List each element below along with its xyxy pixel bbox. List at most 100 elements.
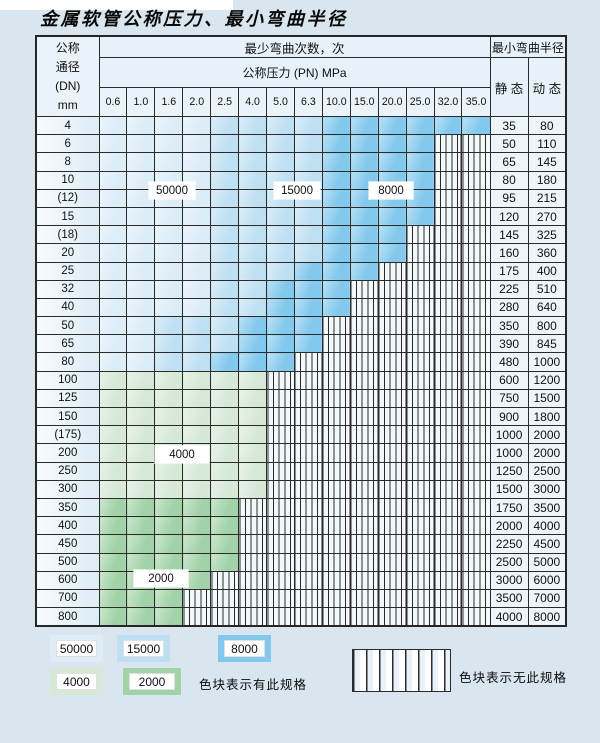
spec-cell-4000 [98,443,128,463]
spec-table-wrap: 公称 通径 (DN) mm 最少弯曲次数，次 最小弯曲半径 公称压力 (PN) … [35,35,568,628]
dynamic-value: 3000 [527,479,567,499]
no-spec-cell [461,406,491,427]
spec-cell-2000 [154,552,184,572]
no-spec-cell [433,316,463,336]
spec-cell-50000 [98,352,128,372]
no-spec-cell [349,607,379,627]
spec-cell-8000 [377,134,407,154]
spec-cell-15000 [182,334,212,354]
spec-cell-2000 [98,607,128,627]
no-spec-cell [433,406,463,427]
no-spec-cell [266,388,295,409]
spec-cell-8000 [266,316,295,336]
pressure-header-25.0: 25.0 [405,87,435,117]
static-value: 50 [489,134,529,154]
static-value: 900 [489,406,529,427]
no-spec-cell [461,134,491,154]
spec-cell-8000 [293,316,323,336]
table-row-dn-200: 200 1000 2000 [35,443,567,463]
no-spec-cell [377,406,407,427]
spec-cell-2000 [182,570,212,590]
no-spec-cell [293,370,323,390]
no-spec-cell [405,370,435,390]
dn-label: 150 [35,406,100,427]
no-spec-cell [349,516,379,536]
static-value: 350 [489,316,529,336]
no-spec-cell [349,334,379,354]
spec-cell-8000 [433,115,463,136]
dynamic-value: 2000 [527,443,567,463]
static-value: 175 [489,261,529,281]
no-spec-cell [293,607,323,627]
no-spec-cell [321,497,351,518]
header-dn-line3: (DN) [55,78,81,93]
spec-cell-4000 [210,479,240,499]
static-value: 95 [489,188,529,208]
spec-cell-50000 [182,279,212,299]
spec-cell-4000 [182,370,212,390]
spec-cell-15000 [293,152,323,172]
dn-label: 8 [35,152,100,172]
spec-cell-4000 [238,406,268,427]
no-spec-cell [377,370,407,390]
spec-cell-50000 [98,206,128,227]
dn-label: 20 [35,243,100,263]
dn-label: 300 [35,479,100,499]
spec-cell-2000 [98,552,128,572]
spec-cell-50000 [154,297,184,318]
no-spec-cell [321,370,351,390]
dn-label: 32 [35,279,100,299]
no-spec-cell [405,497,435,518]
spec-cell-8000 [349,261,379,281]
no-spec-cell [349,570,379,590]
spec-cell-4000 [98,370,128,390]
no-spec-cell [405,316,435,336]
no-spec-cell [433,297,463,318]
dn-label: 500 [35,552,100,572]
spec-cell-4000 [182,425,212,445]
spec-cell-8000 [321,115,351,136]
no-spec-cell [349,534,379,554]
spec-cell-15000 [210,334,240,354]
pressure-values-row: 0.6 1.0 1.6 2.0 2.5 4.0 5.0 6.3 10.0 15.0 20.0 25.0… [36,87,566,117]
no-spec-cell [461,497,491,518]
dynamic-value: 325 [527,225,567,245]
dynamic-value: 400 [527,261,567,281]
no-spec-cell [377,443,407,463]
no-spec-cell [461,352,491,372]
spec-cell-4000 [154,370,184,390]
no-spec-cell [405,570,435,590]
no-spec-cell [461,570,491,590]
legend-swatch-2000: 2000 [123,668,181,695]
spec-cell-4000 [98,461,128,481]
spec-cell-15000 [266,243,295,263]
spec-cell-8000 [349,243,379,263]
spec-cell-4000 [126,461,156,481]
spec-cell-15000 [238,279,268,299]
dynamic-value: 2000 [527,425,567,445]
no-spec-cell [266,588,295,609]
spec-cell-4000 [210,406,240,427]
dn-label: (175) [35,425,100,445]
no-spec-cell [293,479,323,499]
no-spec-cell [321,534,351,554]
legend-has-spec-text: 色块表示有此规格 [199,678,308,692]
dn-label: 400 [35,516,100,536]
spec-cell-4000 [126,370,156,390]
no-spec-cell [433,607,463,627]
dynamic-value: 180 [527,170,567,190]
dynamic-value: 4500 [527,534,567,554]
spec-cell-4000 [154,388,184,409]
table-row-dn-600: 600 3000 6000 [35,570,567,590]
spec-cell-8000 [321,297,351,318]
static-value: 4000 [489,607,529,627]
spec-cell-15000 [182,352,212,372]
dn-label: 100 [35,370,100,390]
spec-cell-15000 [266,115,295,136]
spec-cell-8000 [461,115,491,136]
table-row-dn-125: 125 750 1500 [35,388,567,409]
no-spec-cell [433,461,463,481]
dn-label: 65 [35,334,100,354]
spec-cell-8000 [405,152,435,172]
spec-cell-2000 [98,516,128,536]
